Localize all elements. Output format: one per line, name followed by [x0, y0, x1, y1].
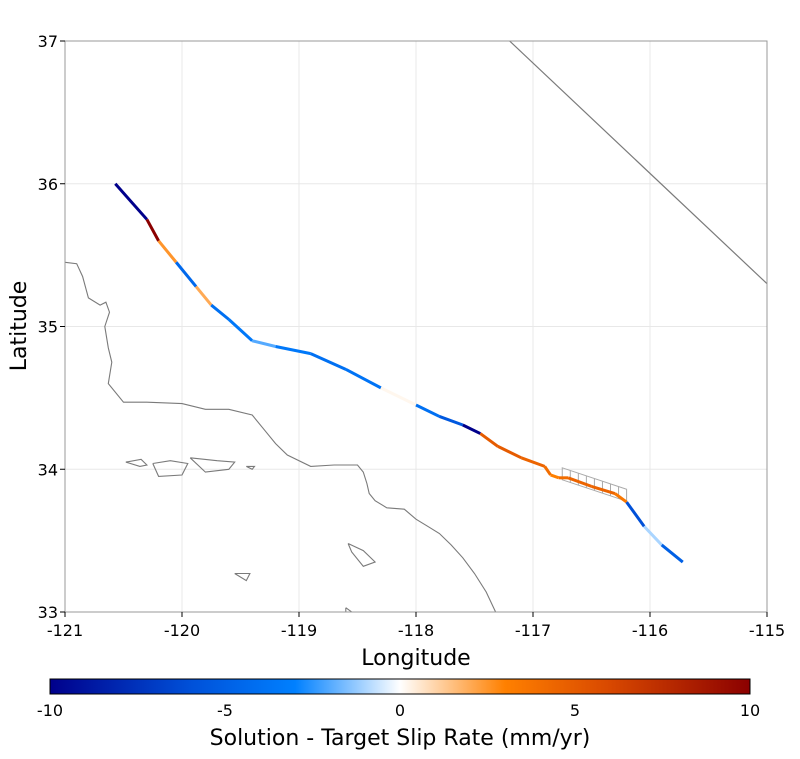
fault-segment: [567, 476, 593, 488]
fault-segment: [194, 285, 213, 307]
fault-segment: [210, 303, 230, 321]
y-axis-ticks: 33 34 35 36 37: [38, 32, 65, 622]
fault-segment: [145, 218, 160, 242]
colorbar-tick-label: 0: [395, 701, 405, 720]
fault-segment: [415, 403, 441, 418]
fault-trace: [114, 182, 684, 564]
fault-segment: [543, 465, 552, 476]
fault-segment: [157, 239, 178, 264]
x-axis-ticks: -121 -120 -119 -118 -117 -116 -115: [47, 612, 785, 640]
fault-segment: [462, 423, 482, 435]
fault-segment: [251, 339, 276, 348]
fault-segment: [310, 352, 347, 371]
x-tick-label: -118: [398, 621, 434, 640]
fault-segment: [660, 543, 684, 564]
coastline-mainland: [65, 261, 497, 612]
colorbar-tick-label: 5: [570, 701, 580, 720]
x-tick-label: -117: [515, 621, 551, 640]
x-tick-label: -115: [749, 621, 785, 640]
colorbar-label: Solution - Target Slip Rate (mm/yr): [210, 726, 591, 751]
boundary-line: [509, 41, 767, 285]
colorbar-tick-label: 10: [740, 701, 760, 720]
y-axis-title: Latitude: [7, 281, 32, 372]
colorbar: [49, 678, 751, 695]
y-tick-label: 34: [38, 460, 58, 479]
y-tick-label: 36: [38, 175, 58, 194]
fault-segment: [345, 367, 382, 390]
y-tick-label: 33: [38, 603, 58, 622]
island-outline: [234, 572, 251, 582]
island-outline: [152, 460, 189, 477]
fault-segment: [174, 261, 198, 288]
fault-segment: [520, 456, 546, 468]
fault-segment: [550, 473, 560, 480]
y-tick-label: 35: [38, 318, 58, 337]
colorbar-ticks: -10 -5 0 5 10: [37, 701, 760, 720]
fault-segment: [114, 182, 149, 221]
x-tick-label: -116: [632, 621, 668, 640]
x-tick-label: -119: [281, 621, 317, 640]
colorbar-tick-label: -10: [37, 701, 63, 720]
island-outline: [347, 543, 377, 567]
x-axis-title: Longitude: [361, 646, 470, 671]
island-outline: [246, 465, 256, 470]
fault-segment: [479, 432, 499, 448]
fault-segment: [227, 318, 254, 342]
fault-segment: [625, 501, 646, 528]
fault-segment: [438, 415, 464, 427]
fault-segment: [614, 492, 628, 504]
fault-segment: [591, 484, 616, 495]
island-outline: [125, 458, 149, 467]
island-outline: [189, 457, 236, 473]
colorbar-tick-label: -5: [217, 701, 233, 720]
x-tick-label: -121: [47, 621, 83, 640]
fault-segment: [275, 345, 311, 356]
island-outline: [345, 607, 353, 612]
fault-segment: [643, 525, 663, 546]
coastline: [65, 261, 497, 612]
fault-segment: [497, 445, 522, 460]
fault-segment: [380, 386, 417, 407]
y-tick-label: 37: [38, 32, 58, 51]
x-tick-label: -120: [164, 621, 200, 640]
